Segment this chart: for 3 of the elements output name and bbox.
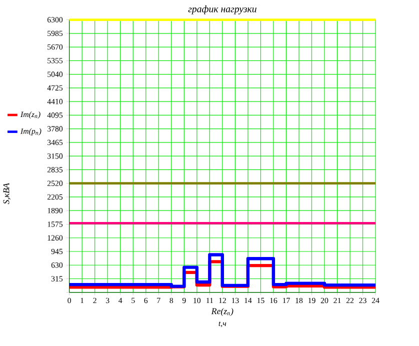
y-axis-title: S,кВА <box>3 183 11 204</box>
x-axis-title: Re(z$_{n}$) <box>211 308 234 316</box>
chart-title: график нагрузки <box>188 5 256 14</box>
